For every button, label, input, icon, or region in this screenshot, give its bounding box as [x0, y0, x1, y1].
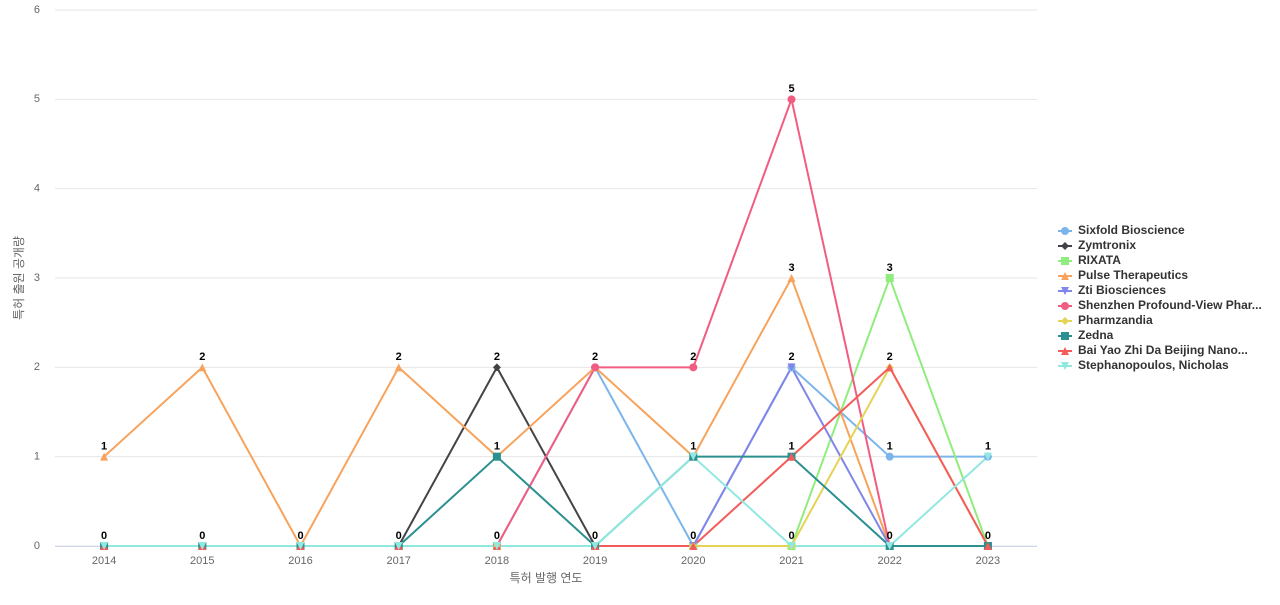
legend-label[interactable]: Bai Yao Zhi Da Beijing Nano...	[1078, 343, 1248, 357]
y-tick-label: 5	[34, 93, 40, 105]
data-point	[100, 452, 109, 461]
data-label: 2	[396, 351, 402, 363]
data-label: 1	[101, 441, 107, 453]
data-label: 0	[690, 530, 696, 542]
legend-marker	[1061, 227, 1069, 235]
data-point	[689, 452, 698, 461]
y-axis-title: 특허 출원 공개량	[12, 236, 26, 320]
data-label: 2	[690, 351, 696, 363]
legend-marker	[1061, 257, 1069, 265]
legend-label[interactable]: Sixfold Bioscience	[1078, 223, 1185, 237]
data-point	[787, 274, 796, 282]
data-point	[885, 452, 894, 461]
legend-marker	[1061, 317, 1069, 325]
data-point	[492, 363, 501, 372]
data-point	[394, 363, 403, 372]
x-axis-title: 특허 발행 연도	[510, 570, 583, 585]
x-tick-label: 2021	[779, 555, 803, 567]
x-tick-label: 2018	[485, 555, 509, 567]
data-label: 0	[788, 530, 794, 542]
data-label: 3	[788, 262, 794, 274]
y-tick-label: 1	[34, 451, 40, 463]
data-label: 2	[494, 351, 500, 363]
data-label: 1	[494, 441, 500, 453]
legend-marker	[1061, 332, 1069, 340]
x-tick-label: 2023	[976, 555, 1000, 567]
x-tick-label: 2015	[190, 555, 214, 567]
data-point	[394, 542, 403, 550]
data-label: 2	[199, 351, 205, 363]
data-label: 0	[887, 530, 893, 542]
legend-label[interactable]: Zti Biosciences	[1078, 283, 1166, 297]
x-tick-label: 2014	[92, 555, 116, 567]
data-label: 0	[199, 530, 205, 542]
data-point	[787, 542, 796, 550]
legend-marker	[1061, 362, 1069, 370]
data-label: 0	[396, 530, 402, 542]
data-label: 0	[592, 530, 598, 542]
legend-marker	[1061, 242, 1069, 250]
data-point	[885, 542, 894, 550]
y-tick-label: 4	[34, 183, 40, 195]
data-point	[983, 452, 992, 461]
data-point	[983, 542, 992, 550]
y-tick-label: 6	[34, 4, 40, 16]
legend-label[interactable]: Zedna	[1078, 328, 1114, 342]
data-point	[689, 363, 698, 372]
data-label: 0	[297, 530, 303, 542]
legend-marker	[1061, 287, 1069, 295]
data-label: 2	[887, 351, 893, 363]
legend-marker	[1061, 272, 1069, 280]
data-label: 2	[788, 351, 794, 363]
legend-label[interactable]: Stephanopoulos, Nicholas	[1078, 358, 1229, 372]
series-line	[104, 455, 989, 547]
data-label: 3	[887, 262, 893, 274]
data-label: 0	[985, 530, 991, 542]
legend-label[interactable]: Zymtronix	[1078, 238, 1136, 252]
data-label: 0	[101, 530, 107, 542]
y-tick-label: 2	[34, 361, 40, 373]
data-point	[689, 542, 698, 550]
x-tick-label: 2022	[877, 555, 901, 567]
data-point	[591, 542, 600, 550]
legend-label[interactable]: RIXATA	[1078, 253, 1121, 267]
data-label: 1	[985, 441, 991, 453]
data-point	[591, 363, 600, 372]
y-tick-label: 0	[34, 540, 40, 552]
data-point	[296, 542, 305, 550]
data-label: 1	[788, 441, 794, 453]
data-label: 5	[788, 83, 794, 95]
series-line	[103, 275, 988, 549]
legend-marker	[1061, 302, 1069, 310]
legend-label[interactable]: Shenzhen Profound-View Phar...	[1078, 298, 1262, 312]
data-point	[198, 363, 207, 372]
data-label: 1	[887, 441, 893, 453]
data-label: 0	[494, 530, 500, 542]
legend-label[interactable]: Pharmzandia	[1078, 313, 1153, 327]
data-point	[787, 363, 796, 372]
series-line	[104, 95, 988, 547]
x-tick-label: 2016	[288, 555, 312, 567]
data-point	[787, 95, 796, 104]
data-point	[787, 452, 796, 461]
data-point	[885, 274, 894, 282]
x-tick-label: 2019	[583, 555, 607, 567]
data-label: 2	[592, 351, 598, 363]
data-label: 1	[690, 441, 696, 453]
series-line	[104, 455, 988, 548]
legend-marker	[1061, 347, 1069, 355]
data-point	[198, 542, 207, 550]
data-point	[492, 542, 501, 550]
data-point	[492, 452, 501, 461]
x-tick-label: 2017	[386, 555, 410, 567]
data-point	[100, 542, 109, 550]
data-point	[885, 363, 894, 372]
x-tick-label: 2020	[681, 555, 705, 567]
legend-label[interactable]: Pulse Therapeutics	[1078, 268, 1188, 282]
y-tick-label: 3	[34, 272, 40, 284]
